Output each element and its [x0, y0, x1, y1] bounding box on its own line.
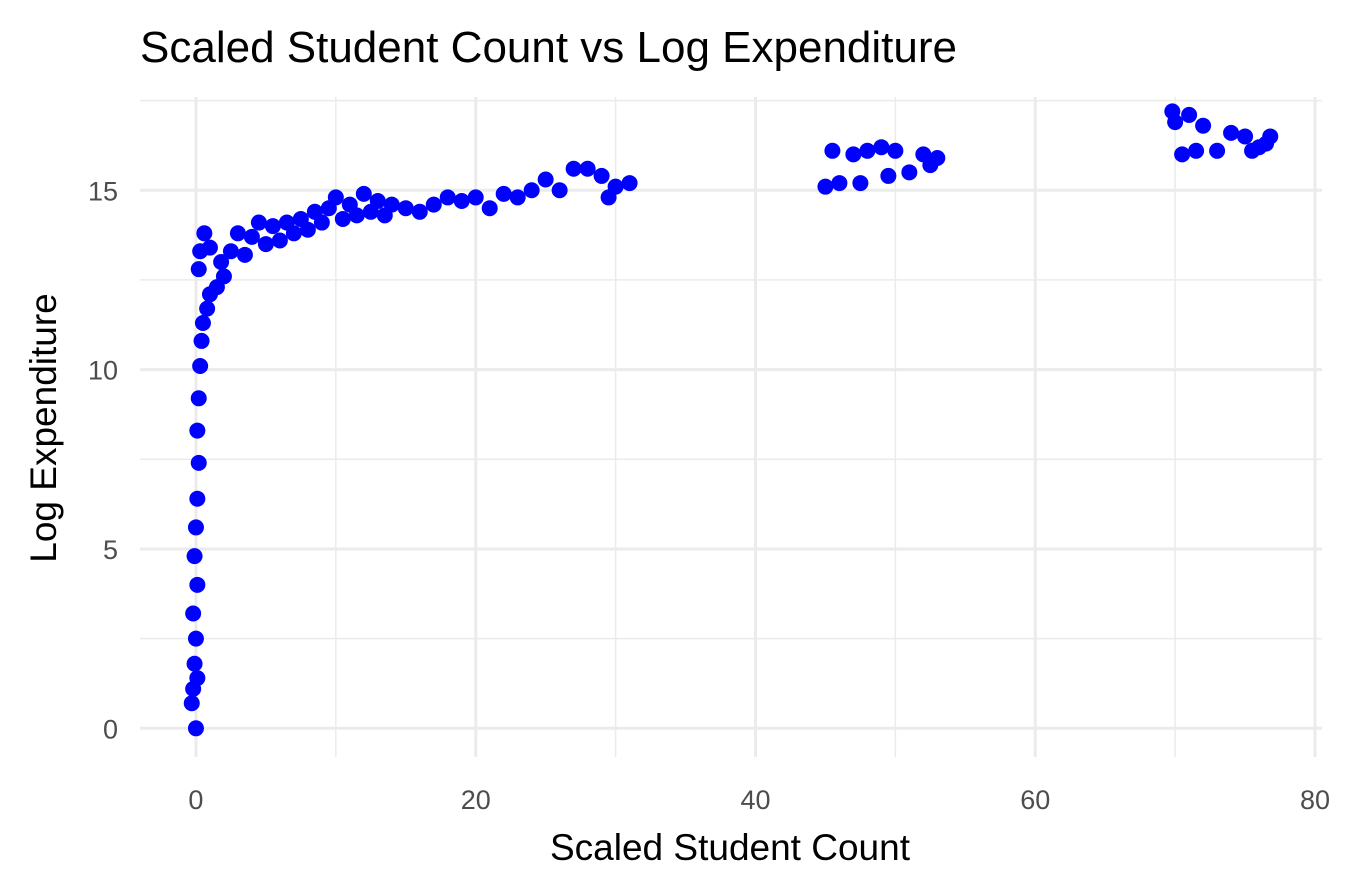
y-axis-ticks: 0 5 10 15 [88, 176, 118, 744]
data-point [193, 332, 210, 349]
data-point [189, 670, 206, 687]
data-points [183, 103, 1279, 737]
data-point [621, 175, 638, 192]
data-point [334, 210, 351, 227]
data-point [264, 218, 281, 235]
data-point [355, 185, 372, 202]
chart-title: Scaled Student Count vs Log Expenditure [140, 23, 957, 72]
x-tick-label: 0 [188, 785, 203, 815]
data-point [880, 167, 897, 184]
data-point [348, 207, 365, 224]
data-point [1195, 117, 1212, 134]
data-point [192, 358, 209, 375]
data-point [537, 171, 554, 188]
data-point [190, 454, 207, 471]
data-point [1188, 142, 1205, 159]
data-point [222, 243, 239, 260]
data-point [189, 576, 206, 593]
data-point [187, 720, 204, 737]
data-point [189, 490, 206, 507]
x-tick-label: 40 [740, 785, 770, 815]
data-point [845, 146, 862, 163]
data-point [250, 214, 267, 231]
data-point [183, 695, 200, 712]
data-point [831, 175, 848, 192]
data-point [201, 239, 218, 256]
grid-lines [140, 97, 1322, 757]
data-point [817, 178, 834, 195]
data-point [243, 228, 260, 245]
data-point [852, 175, 869, 192]
data-point [1209, 142, 1226, 159]
data-point [824, 142, 841, 159]
data-point [196, 225, 213, 242]
data-point [271, 232, 288, 249]
x-tick-label: 60 [1020, 785, 1050, 815]
data-point [229, 225, 246, 242]
data-point [1237, 128, 1254, 145]
data-point [257, 236, 274, 253]
data-point [453, 193, 470, 210]
data-point [1262, 128, 1279, 145]
data-point [929, 149, 946, 166]
data-point [236, 246, 253, 263]
data-point [213, 254, 230, 270]
data-point [187, 519, 204, 536]
data-point [887, 142, 904, 159]
data-point [369, 193, 386, 210]
data-point [186, 548, 203, 565]
y-axis-title: Log Expenditure [23, 293, 64, 562]
data-point [1223, 124, 1240, 141]
data-point [873, 139, 890, 156]
data-point [185, 605, 202, 622]
data-point [1181, 106, 1198, 123]
data-point [509, 189, 526, 206]
data-point [411, 203, 428, 220]
x-axis-ticks: 0 20 40 60 80 [188, 785, 1330, 815]
data-point [186, 655, 203, 672]
data-point [190, 261, 207, 278]
data-point [194, 314, 211, 331]
data-point [565, 160, 582, 177]
y-tick-label: 10 [88, 356, 118, 386]
data-point [593, 167, 610, 184]
data-point [551, 182, 568, 199]
data-point [607, 178, 624, 195]
data-point [1174, 146, 1191, 163]
data-point [397, 200, 414, 217]
data-point [1167, 114, 1184, 131]
data-point [481, 200, 498, 217]
y-tick-label: 0 [103, 714, 118, 744]
data-point [859, 142, 876, 159]
data-point [439, 189, 456, 206]
data-point [523, 182, 540, 199]
data-point [285, 225, 302, 242]
data-point [425, 196, 442, 213]
data-point [199, 300, 216, 317]
data-point [467, 189, 484, 206]
data-point [383, 196, 400, 213]
data-point [313, 214, 330, 231]
data-point [901, 164, 918, 181]
data-point [187, 630, 204, 647]
x-tick-label: 80 [1300, 785, 1330, 815]
data-point [215, 268, 232, 285]
data-point [299, 221, 316, 238]
y-tick-label: 15 [88, 176, 118, 206]
data-point [579, 160, 596, 177]
data-point [190, 390, 207, 407]
data-point [495, 185, 512, 202]
y-tick-label: 5 [103, 535, 118, 565]
x-tick-label: 20 [461, 785, 491, 815]
data-point [189, 422, 206, 439]
x-axis-title: Scaled Student Count [550, 827, 911, 868]
data-point [327, 189, 344, 206]
